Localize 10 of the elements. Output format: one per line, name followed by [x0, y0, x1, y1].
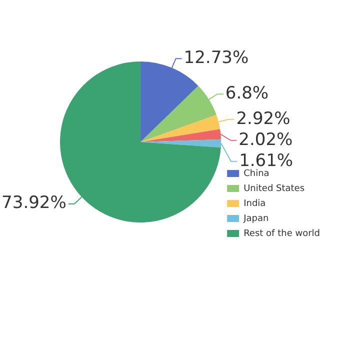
data-label: 6.8% — [225, 84, 269, 104]
legend-label: India — [244, 198, 266, 209]
legend-label: Japan — [242, 214, 269, 224]
data-label: 12.73% — [184, 48, 249, 68]
data-label: 73.92% — [2, 193, 66, 214]
data-label: 2.02% — [238, 130, 293, 150]
legend-label: Rest of the world — [244, 228, 320, 239]
legend-label: China — [244, 168, 270, 179]
data-label: 2.92% — [236, 108, 290, 129]
legend-label: United States — [244, 184, 305, 194]
